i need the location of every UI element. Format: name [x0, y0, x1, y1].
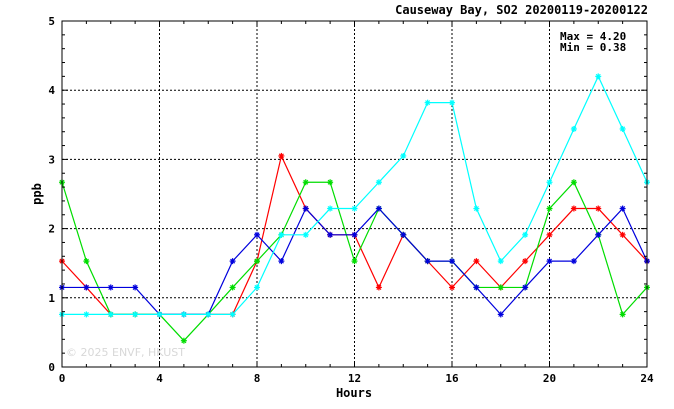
- data-point: [473, 284, 480, 291]
- data-point: [449, 99, 455, 106]
- data-point: [132, 284, 139, 291]
- data-point: [278, 258, 285, 265]
- data-point: [619, 231, 626, 238]
- data-point: [83, 284, 90, 291]
- x-tick-label: 8: [254, 372, 261, 385]
- y-tick-label: 0: [48, 361, 55, 374]
- data-point: [570, 125, 577, 132]
- data-point: [180, 311, 187, 318]
- data-point: [229, 258, 236, 265]
- data-point: [132, 311, 139, 318]
- data-point: [229, 284, 236, 291]
- data-point: [351, 231, 358, 238]
- data-point: [424, 258, 431, 265]
- data-point: [254, 258, 260, 265]
- x-tick-label: 20: [543, 372, 556, 385]
- y-tick-label: 3: [48, 153, 55, 166]
- data-point: [254, 231, 260, 238]
- data-point: [302, 231, 309, 238]
- data-point: [302, 179, 309, 186]
- data-point: [327, 205, 334, 212]
- data-point: [522, 258, 529, 265]
- data-point: [546, 258, 553, 265]
- x-tick-label: 12: [348, 372, 361, 385]
- data-point: [595, 205, 602, 212]
- data-point: [619, 205, 626, 212]
- y-tick-label: 1: [48, 292, 55, 305]
- data-point: [375, 179, 382, 186]
- data-point: [107, 311, 114, 318]
- y-tick-label: 2: [48, 223, 55, 236]
- data-point: [351, 205, 358, 212]
- data-point: [180, 337, 187, 344]
- series-group: [59, 73, 650, 344]
- data-point: [595, 231, 602, 238]
- data-point: [302, 205, 309, 212]
- data-point: [278, 231, 285, 238]
- data-point: [546, 179, 553, 186]
- data-point: [449, 258, 455, 265]
- y-tick-label: 4: [48, 84, 55, 97]
- data-point: [473, 205, 480, 212]
- data-point: [83, 258, 90, 265]
- data-point: [522, 231, 529, 238]
- data-point: [449, 284, 455, 291]
- min-label: Min = 0.38: [560, 41, 626, 54]
- data-point: [254, 284, 260, 291]
- data-point: [424, 99, 431, 106]
- data-point: [497, 258, 504, 265]
- data-point: [156, 311, 163, 318]
- data-point: [522, 284, 529, 291]
- x-axis-label: Hours: [336, 386, 372, 400]
- watermark: © 2025 ENVF, HKUST: [66, 346, 185, 359]
- data-point: [83, 311, 90, 318]
- data-point: [375, 205, 382, 212]
- y-axis-label: ppb: [30, 183, 44, 205]
- data-point: [400, 152, 407, 159]
- x-tick-label: 4: [156, 372, 163, 385]
- x-tick-label: 0: [59, 372, 66, 385]
- data-point: [278, 152, 285, 159]
- watermark-text: © 2025 ENVF, HKUST: [66, 346, 185, 359]
- chart-title: Causeway Bay, SO2 20200119-20200122: [395, 3, 648, 17]
- data-point: [205, 311, 212, 318]
- data-point: [546, 231, 553, 238]
- data-point: [327, 231, 334, 238]
- data-point: [229, 311, 236, 318]
- data-point: [351, 258, 358, 265]
- grid-lines: [62, 21, 647, 367]
- data-point: [570, 179, 577, 186]
- data-point: [595, 73, 602, 80]
- data-point: [619, 311, 626, 318]
- data-point: [570, 205, 577, 212]
- data-point: [546, 205, 553, 212]
- data-point: [497, 284, 504, 291]
- data-point: [570, 258, 577, 265]
- max-label: Max = 4.20: [560, 30, 626, 43]
- data-point: [107, 284, 114, 291]
- data-point: [619, 125, 626, 132]
- data-point: [473, 258, 480, 265]
- y-tick-label: 5: [48, 15, 55, 28]
- x-tick-label: 24: [640, 372, 654, 385]
- data-point: [375, 284, 382, 291]
- data-point: [400, 231, 407, 238]
- data-point: [327, 179, 334, 186]
- data-point: [497, 311, 504, 318]
- x-tick-label: 16: [445, 372, 459, 385]
- series-4: [59, 73, 650, 318]
